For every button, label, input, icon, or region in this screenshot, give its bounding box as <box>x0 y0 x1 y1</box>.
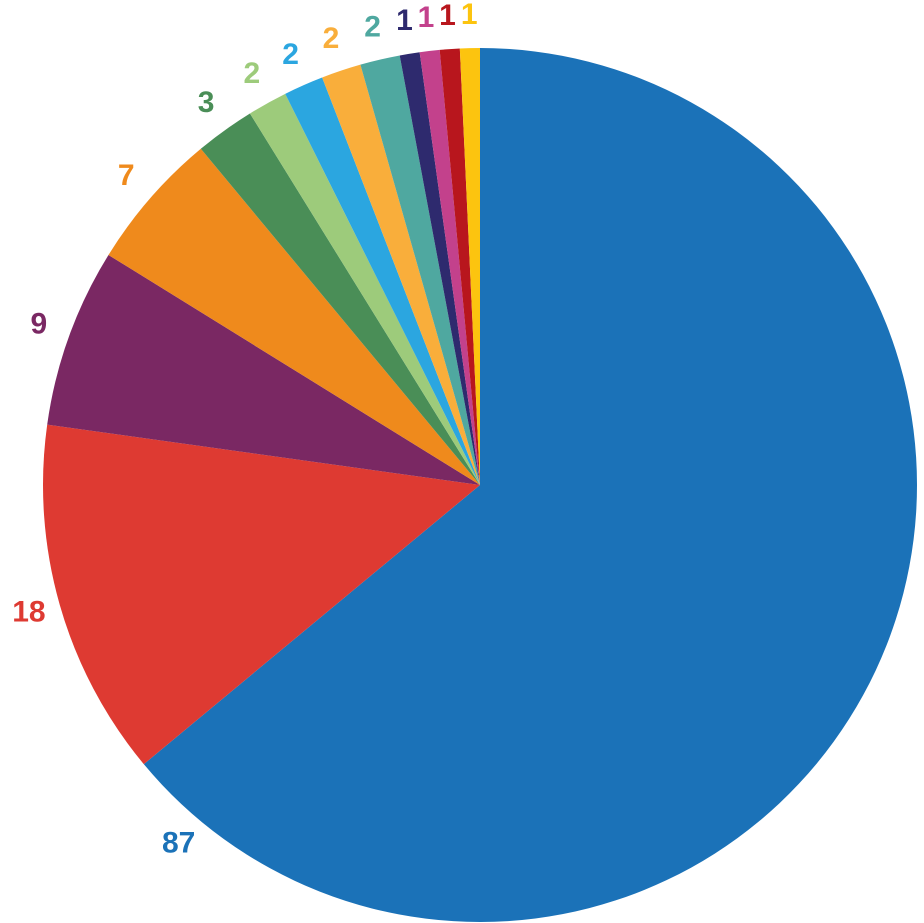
pie-slice <box>108 148 480 485</box>
value-label: 18 <box>12 595 45 628</box>
pie-slice <box>360 55 480 485</box>
value-label: 2 <box>323 22 340 55</box>
value-label: 87 <box>162 826 195 859</box>
pie-slice <box>419 49 480 485</box>
pie-slice <box>399 52 480 485</box>
pie-slice <box>200 113 480 485</box>
value-label: 1 <box>396 4 413 37</box>
value-label: 1 <box>418 1 435 34</box>
value-label: 9 <box>31 308 48 341</box>
pie-slice <box>439 48 480 486</box>
value-label: 2 <box>282 38 299 71</box>
pie-slice <box>43 424 480 765</box>
pie-slice <box>459 48 480 485</box>
value-label: 1 <box>439 0 456 32</box>
pie-slice <box>143 48 918 922</box>
value-label: 2 <box>364 10 381 43</box>
pie-slice <box>47 254 480 485</box>
value-label: 1 <box>461 0 478 31</box>
pie-slice <box>322 64 480 486</box>
value-label: 7 <box>118 159 135 192</box>
value-label: 3 <box>198 86 215 119</box>
value-label: 2 <box>243 57 260 90</box>
pie-slice <box>285 77 480 485</box>
pie-slice <box>249 93 480 485</box>
